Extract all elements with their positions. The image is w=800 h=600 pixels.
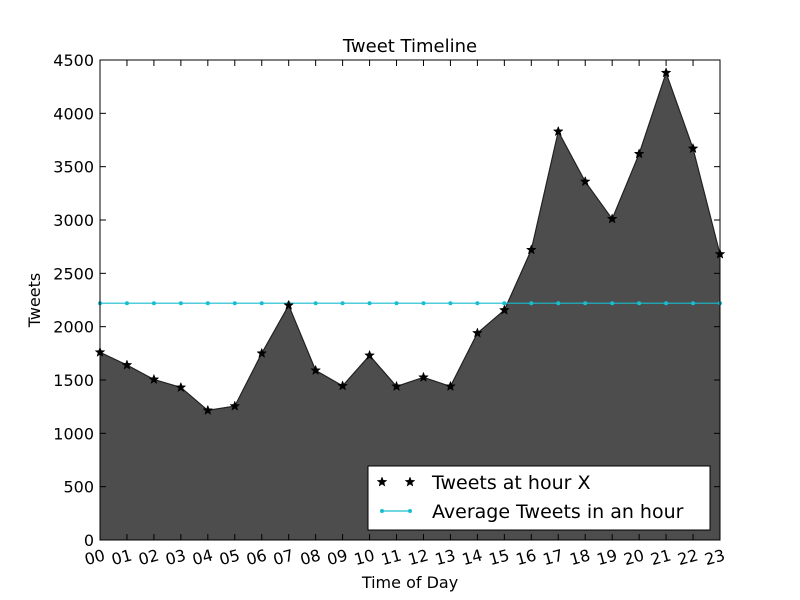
- average-point: [610, 301, 615, 306]
- average-point: [529, 301, 534, 306]
- tweets-point-15: [498, 304, 510, 315]
- legend-box: [367, 465, 711, 531]
- y-tick-label: 2500: [53, 264, 94, 283]
- tweets-point-18: [579, 175, 591, 187]
- tweets-point-08: [310, 364, 322, 376]
- tweets-point-21: [660, 67, 672, 78]
- x-tick-label: 09: [325, 546, 350, 570]
- x-tick-label: 22: [675, 546, 700, 570]
- x-tick-label: 23: [702, 546, 727, 570]
- x-tick-label: 11: [379, 546, 404, 570]
- average-point: [637, 301, 642, 306]
- x-tick-label: 18: [568, 546, 593, 570]
- tweets-point-17: [552, 125, 564, 137]
- y-tick-label: 3000: [53, 211, 94, 230]
- y-tick-label: 0: [84, 531, 94, 550]
- x-tick-label: 21: [649, 546, 674, 570]
- average-point: [178, 301, 183, 306]
- tweets-point-05: [229, 400, 241, 411]
- legend: Tweets at hour X Average Tweets in an ho…: [367, 465, 711, 531]
- tweets-series-line: [99, 70, 721, 412]
- y-axis: 0 500 1000 1500 2000 2500 3000 3500 4000 4500: [53, 51, 720, 550]
- x-tick-label: 08: [298, 546, 323, 570]
- tweets-point-03: [175, 381, 187, 393]
- x-tick-label: 13: [433, 546, 458, 570]
- legend-star: [404, 476, 416, 487]
- y-tick-label: 1500: [53, 371, 94, 390]
- y-tick-label: 2000: [53, 318, 94, 337]
- average-point: [394, 301, 399, 306]
- x-axis-title: Time of Day: [361, 573, 458, 592]
- x-tick-label: 07: [271, 546, 296, 570]
- tweets-point-11: [391, 380, 402, 392]
- tweets-point-07: [283, 299, 295, 310]
- tweets-point-19: [606, 213, 618, 224]
- x-tick-label: 06: [244, 546, 269, 570]
- x-tick-label: 10: [352, 546, 377, 570]
- legend-average-line-marker: [380, 509, 412, 513]
- legend-label-average: Average Tweets in an hour: [432, 501, 684, 523]
- y-tick-label: 1000: [53, 424, 94, 443]
- y-tick-label: 4000: [53, 104, 94, 123]
- x-tick-label: 14: [460, 546, 485, 570]
- average-point: [556, 301, 561, 306]
- x-tick-label: 17: [541, 546, 566, 570]
- axes-frame: [99, 59, 721, 541]
- tweets-area-fill: [100, 72, 720, 541]
- tweets-point-22: [687, 142, 699, 154]
- average-point: [313, 301, 318, 306]
- average-point: [475, 301, 480, 306]
- average-point: [583, 301, 588, 306]
- tweets-point-12: [418, 371, 429, 382]
- tweets-point-14: [471, 327, 483, 338]
- average-point: [340, 301, 345, 306]
- average-point: [421, 301, 426, 306]
- chart-title: Tweet Timeline: [342, 36, 477, 57]
- average-point: [691, 301, 696, 306]
- tweets-point-10: [364, 349, 375, 361]
- tweets-point-09: [337, 380, 349, 391]
- x-tick-label: 01: [109, 546, 134, 570]
- average-point: [205, 301, 210, 306]
- x-tick-label: 12: [406, 546, 431, 570]
- legend-star-marker: [376, 476, 416, 487]
- y-tick-label: 4500: [53, 51, 94, 70]
- x-tick-label: 02: [136, 546, 161, 570]
- y-axis-title: Tweets: [25, 273, 44, 329]
- average-point: [448, 301, 453, 306]
- y-tick-label: 3500: [53, 158, 94, 177]
- average-point: [502, 301, 507, 306]
- x-axis: 00 01 02 03 04 05 06 07 08 09 10 11 12 13 14 15 16 17 18 19…: [82, 60, 727, 569]
- tweets-point-01: [121, 359, 133, 370]
- legend-star: [376, 476, 388, 487]
- x-tick-label: 19: [595, 546, 620, 570]
- x-tick-label: 00: [82, 546, 107, 570]
- x-tick-label: 04: [190, 546, 215, 570]
- x-tick-label: 15: [487, 546, 512, 570]
- average-point: [124, 301, 129, 306]
- tweets-point-06: [256, 347, 268, 358]
- x-tick-label: 20: [622, 546, 647, 570]
- average-point: [232, 301, 237, 306]
- average-point: [664, 301, 669, 306]
- tweets-point-02: [148, 373, 160, 385]
- average-point: [367, 301, 372, 306]
- x-tick-label: 16: [514, 546, 539, 570]
- legend-dot: [380, 509, 384, 513]
- average-point: [151, 301, 156, 306]
- y-tick-label: 500: [63, 478, 94, 497]
- legend-dot: [408, 509, 412, 513]
- tweets-point-20: [633, 148, 645, 159]
- legend-label-tweets: Tweets at hour X: [431, 472, 590, 494]
- average-point: [259, 301, 264, 306]
- tweets-point-04: [202, 404, 214, 416]
- tweets-point-13: [445, 380, 456, 392]
- x-tick-label: 05: [217, 546, 242, 570]
- x-tick-label: 03: [163, 546, 188, 570]
- tweets-point-16: [525, 244, 537, 255]
